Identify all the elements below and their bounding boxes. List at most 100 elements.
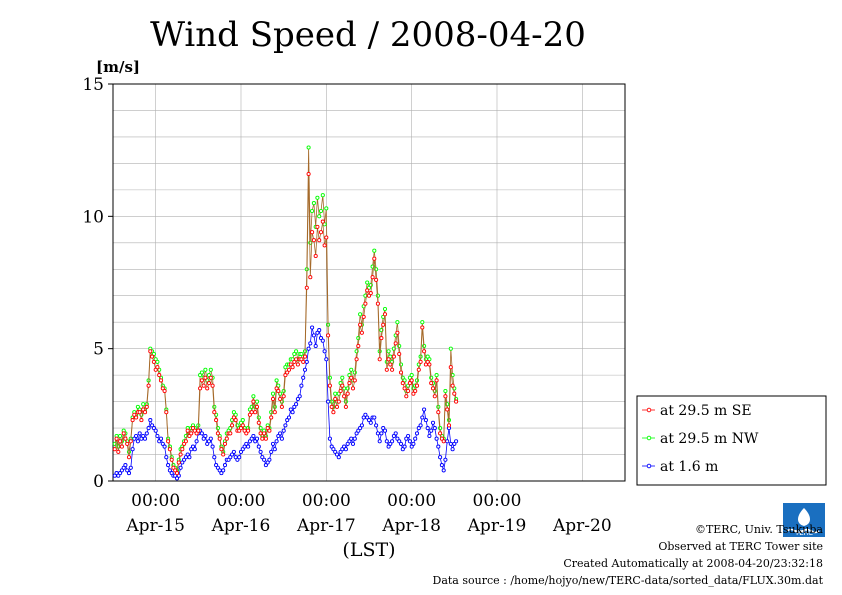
data-point [375,431,380,436]
data-point [366,285,372,290]
data-point [418,423,423,428]
data-point [148,349,153,354]
data-point [238,420,244,425]
data-point [157,373,162,378]
data-point [454,399,459,404]
data-point [452,391,457,396]
data-point [299,357,304,362]
data-point [199,370,204,375]
data-point [350,441,356,446]
x-axis-ticks: 00:00 00:00 00:00 00:00 00:00 Apr-15 Apr-16 Apr… [125,491,611,536]
data-point [429,375,434,380]
data-point [365,415,370,420]
data-point [366,293,372,298]
data-point [299,383,304,388]
data-point [375,293,380,298]
data-point [450,447,455,452]
data-point [286,415,292,420]
data-point [359,330,364,335]
data-point [443,457,448,462]
data-point [334,404,340,409]
data-point [430,386,436,391]
x-date-label: Apr-17 [296,516,356,536]
data-point [358,312,363,317]
data-point [301,359,306,364]
data-point [267,457,272,462]
data-point [205,441,210,446]
data-point [414,383,420,388]
data-point [187,433,192,439]
data-point [363,412,368,417]
data-point [420,415,425,420]
data-point [443,388,448,394]
data-point [386,349,391,354]
data-point [119,444,124,449]
data-point [269,415,274,420]
data-point [135,439,140,444]
data-point [324,235,329,240]
data-point [397,351,402,357]
data-point [365,280,370,285]
data-point [448,346,453,351]
data-point [221,452,226,457]
legend: at 29.5 m SE at 29.5 m NW at 1.6 m [636,395,827,486]
data-point [370,275,375,280]
series-line [114,147,457,472]
data-point [404,436,409,441]
data-point [413,436,418,441]
data-point [123,436,128,441]
data-point [398,441,404,446]
legend-label: at 1.6 m [660,459,718,475]
data-point [141,433,146,439]
y-axis-ticks: 0 5 10 15 [82,75,113,492]
data-point [274,439,279,444]
data-point [153,428,158,433]
data-point [349,436,354,441]
data-point [313,253,318,259]
data-point [125,441,130,446]
data-point [176,473,181,478]
data-point [114,436,119,441]
data-point [391,433,396,439]
data-point [292,351,297,357]
data-point [283,373,288,378]
data-point [342,394,347,399]
data-point [158,436,164,441]
data-point [240,447,245,452]
data-point [411,391,416,396]
data-point [299,351,304,357]
data-point [240,418,245,423]
data-point [306,346,311,351]
data-point [315,224,320,229]
source-text: Data source : /home/hojyo/new/TERC-data/… [433,574,824,587]
data-point [199,431,204,436]
data-point [317,238,322,243]
data-point [407,439,412,444]
data-point [352,436,357,441]
data-point [281,428,286,433]
data-point [402,444,407,449]
data-point [276,433,281,439]
data-point [336,455,341,460]
data-point [205,386,210,391]
data-point [254,404,260,409]
data-point [190,444,196,449]
data-point [361,314,366,319]
legend-swatch-marker [646,463,652,469]
data-point [374,277,379,282]
data-point [251,399,256,404]
data-point [272,447,277,452]
data-point [126,471,132,476]
data-point [219,447,224,452]
data-point [338,388,343,394]
data-point [363,301,368,306]
x-tick-label: 00:00 [387,491,436,511]
data-point [253,439,258,444]
data-point [206,381,212,386]
data-point [178,465,183,470]
data-point [221,468,226,473]
data-point [322,243,327,248]
data-point [375,301,380,306]
data-point [354,357,359,362]
data-point [151,359,156,364]
